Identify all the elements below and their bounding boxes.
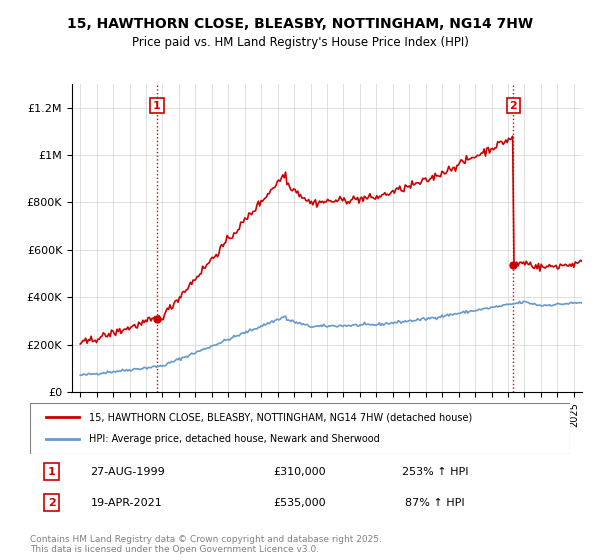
FancyBboxPatch shape bbox=[30, 403, 570, 454]
Text: 1: 1 bbox=[153, 101, 161, 110]
Text: 19-APR-2021: 19-APR-2021 bbox=[91, 498, 163, 507]
Text: 2: 2 bbox=[509, 101, 517, 110]
Text: 87% ↑ HPI: 87% ↑ HPI bbox=[405, 498, 465, 507]
Text: £535,000: £535,000 bbox=[274, 498, 326, 507]
Text: 2: 2 bbox=[48, 498, 55, 507]
Text: Contains HM Land Registry data © Crown copyright and database right 2025.
This d: Contains HM Land Registry data © Crown c… bbox=[30, 535, 382, 554]
Text: 15, HAWTHORN CLOSE, BLEASBY, NOTTINGHAM, NG14 7HW: 15, HAWTHORN CLOSE, BLEASBY, NOTTINGHAM,… bbox=[67, 17, 533, 31]
Text: 1: 1 bbox=[48, 467, 55, 477]
Text: 15, HAWTHORN CLOSE, BLEASBY, NOTTINGHAM, NG14 7HW (detached house): 15, HAWTHORN CLOSE, BLEASBY, NOTTINGHAM,… bbox=[89, 412, 473, 422]
Text: HPI: Average price, detached house, Newark and Sherwood: HPI: Average price, detached house, Newa… bbox=[89, 435, 380, 445]
Text: 27-AUG-1999: 27-AUG-1999 bbox=[90, 467, 164, 477]
Text: Price paid vs. HM Land Registry's House Price Index (HPI): Price paid vs. HM Land Registry's House … bbox=[131, 36, 469, 49]
Text: 253% ↑ HPI: 253% ↑ HPI bbox=[402, 467, 468, 477]
Text: £310,000: £310,000 bbox=[274, 467, 326, 477]
